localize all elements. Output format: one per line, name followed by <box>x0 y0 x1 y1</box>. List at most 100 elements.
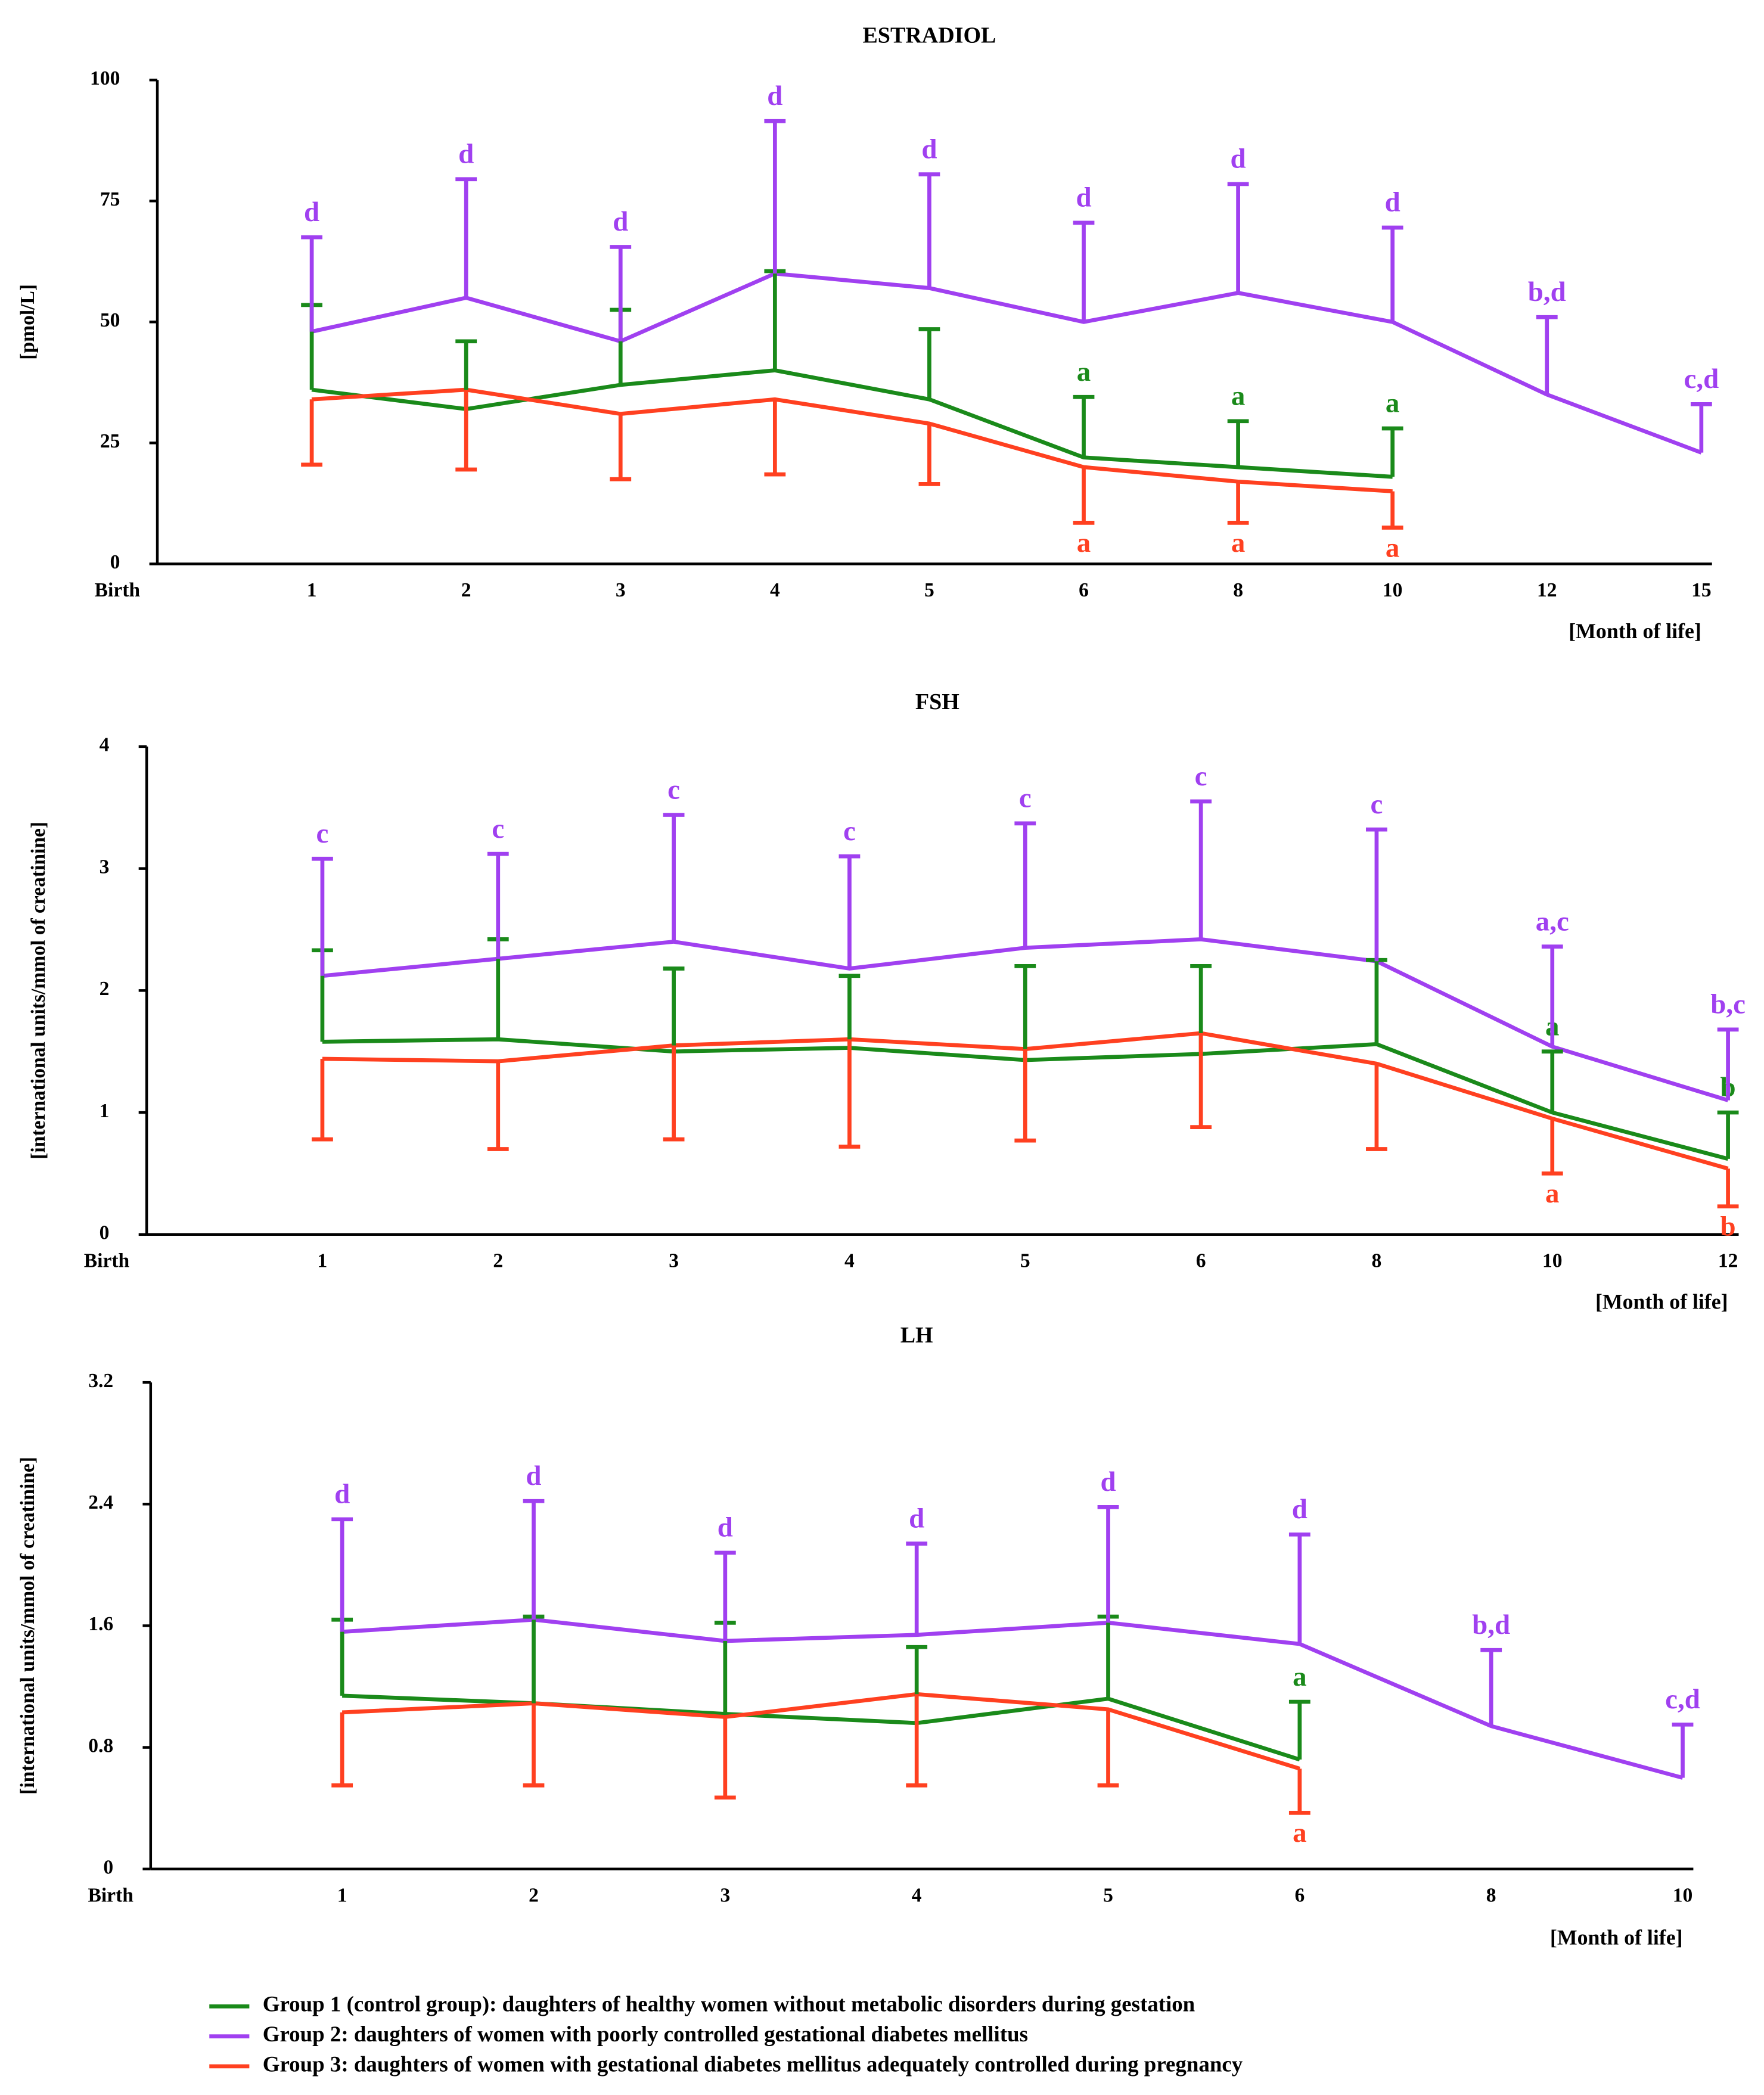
y-tick-label: 1.6 <box>88 1613 113 1635</box>
error-bar <box>1366 958 1387 1045</box>
x-tick-label: 8 <box>1372 1249 1382 1272</box>
x-tick-label: Birth <box>84 1249 130 1272</box>
error-bar <box>906 1541 928 1635</box>
error-bar <box>1717 1168 1739 1209</box>
error-bar <box>331 1712 353 1788</box>
series-line <box>311 271 1703 455</box>
significance-label: d <box>909 1503 924 1534</box>
significance-label: a <box>1077 356 1091 387</box>
y-tick-label: 0 <box>103 1856 113 1878</box>
error-bar <box>1097 1505 1119 1623</box>
y-tick-label: 0.8 <box>88 1735 113 1757</box>
significance-label: c <box>1195 761 1207 792</box>
error-bar <box>838 854 861 969</box>
error-bar <box>1690 402 1712 453</box>
significance-label: d <box>1292 1494 1308 1525</box>
error-bar <box>455 177 477 298</box>
error-bar <box>301 235 322 332</box>
error-bar <box>1672 1722 1694 1778</box>
x-tick-label: Birth <box>95 579 141 601</box>
y-tick-label: 50 <box>100 309 120 331</box>
error-bar <box>1381 426 1403 477</box>
significance-label: d <box>526 1460 541 1491</box>
significance-label: a <box>1386 388 1399 419</box>
error-bar <box>1097 1614 1119 1699</box>
error-bar <box>906 1694 928 1788</box>
x-tick-label: 6 <box>1079 579 1089 601</box>
error-bar <box>1073 394 1095 458</box>
x-axis-label: [Month of life] <box>1550 1926 1683 1950</box>
series-line <box>341 1617 1684 1780</box>
x-tick-label: 3 <box>616 579 626 601</box>
error-bar <box>1097 1709 1119 1788</box>
significance-label: b,d <box>1472 1609 1510 1640</box>
significance-label: d <box>1231 144 1246 175</box>
x-tick-label: 1 <box>318 1249 328 1272</box>
error-bar <box>663 966 685 1052</box>
significance-label: c <box>316 818 329 849</box>
x-tick-label: 5 <box>924 579 934 601</box>
error-bar <box>764 269 786 371</box>
significance-label: d <box>304 197 319 228</box>
x-tick-label: 3 <box>720 1884 730 1906</box>
error-bar <box>1014 964 1036 1061</box>
x-tick-label: 4 <box>770 579 780 601</box>
significance-label: c <box>1370 789 1383 820</box>
chart-title: FSH <box>915 689 959 714</box>
x-tick-label: 2 <box>461 579 471 601</box>
error-bar <box>1366 827 1387 962</box>
y-axis-label: [international units/mmol of creatinine] <box>17 1457 39 1795</box>
y-tick-label: 2.4 <box>88 1491 113 1513</box>
error-bar <box>1717 1027 1739 1101</box>
error-bar <box>301 399 322 467</box>
significance-label: a <box>1293 1817 1306 1848</box>
y-tick-label: 100 <box>90 67 120 89</box>
x-tick-label: Birth <box>88 1884 133 1906</box>
error-bar <box>487 851 509 959</box>
significance-label: c <box>1019 783 1032 814</box>
error-bar <box>1073 220 1095 322</box>
x-tick-label: 12 <box>1718 1249 1738 1272</box>
error-bar <box>1381 491 1403 530</box>
error-bar <box>1014 1049 1036 1143</box>
x-tick-label: 1 <box>307 579 317 601</box>
error-bar <box>1717 1110 1739 1159</box>
error-bar <box>764 399 786 477</box>
significance-label: b,d <box>1528 276 1566 307</box>
significance-label: c <box>492 813 504 844</box>
x-tick-label: 10 <box>1542 1249 1563 1272</box>
error-bar <box>1227 182 1249 293</box>
x-axis-label: [Month of life] <box>1595 1289 1728 1313</box>
significance-label: b <box>1720 1211 1736 1242</box>
x-tick-label: 3 <box>669 1249 679 1272</box>
error-bar <box>663 1045 685 1142</box>
y-tick-label: 4 <box>100 734 110 756</box>
significance-label: c <box>843 816 856 847</box>
error-bar <box>918 327 940 400</box>
error-bar <box>918 423 940 486</box>
error-bar <box>1536 315 1558 395</box>
significance-label: b,c <box>1710 989 1746 1020</box>
error-bar <box>838 1039 861 1149</box>
significance-label: d <box>334 1479 350 1510</box>
error-bar <box>1014 821 1036 948</box>
significance-label: a <box>1231 527 1245 558</box>
error-bar <box>663 813 685 942</box>
x-tick-label: 12 <box>1537 579 1557 601</box>
x-tick-label: 2 <box>493 1249 503 1272</box>
y-tick-label: 3.2 <box>88 1370 113 1392</box>
y-tick-label: 25 <box>100 430 120 452</box>
y-axis-label: [international units/mmol of creatinine] <box>27 822 49 1160</box>
series-line <box>342 1693 1300 1762</box>
significance-label: d <box>767 80 782 111</box>
y-tick-label: 3 <box>100 856 110 878</box>
x-tick-label: 1 <box>337 1884 347 1906</box>
significance-label: a <box>1386 532 1399 563</box>
legend-label: Group 1 (control group): daughters of he… <box>263 1992 1195 2017</box>
x-tick-label: 8 <box>1486 1884 1496 1906</box>
significance-label: d <box>1385 187 1400 218</box>
error-bar <box>523 1703 545 1788</box>
series-line <box>311 368 1393 479</box>
